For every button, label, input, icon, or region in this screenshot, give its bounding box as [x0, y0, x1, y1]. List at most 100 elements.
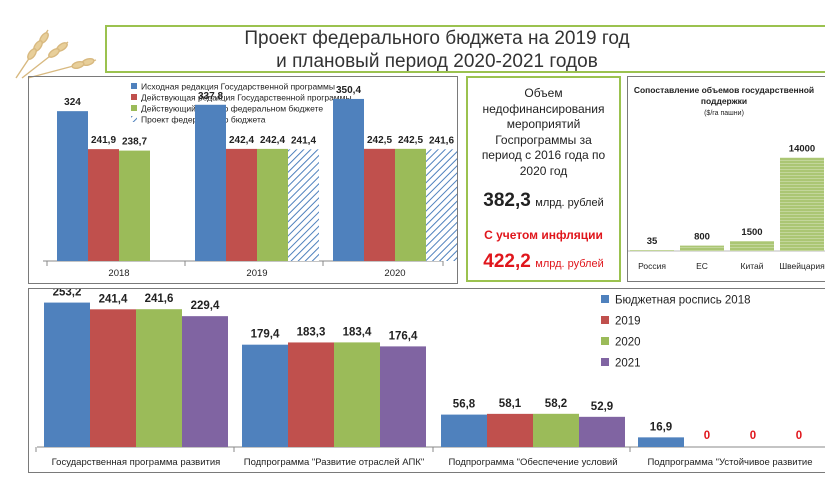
underfunding-text-line: мероприятий — [506, 117, 581, 131]
data-label: 58,2 — [545, 398, 567, 410]
data-label: 350,4 — [336, 85, 361, 96]
wheat-logo — [15, 29, 97, 79]
x-tick-label: Подпрограмма "Устойчивое развитие — [647, 457, 812, 468]
legend-swatch — [601, 337, 609, 345]
inflation-unit: млрд. рублей — [535, 258, 604, 270]
underfunding-text-line: недофинансирования — [482, 101, 605, 116]
legend-swatch — [131, 105, 137, 111]
x-tick-label: ЕС — [696, 261, 708, 271]
data-label: 16,9 — [650, 421, 672, 433]
subprogram-chart: 253,2 241,4 241,6 229,4 Государственная прог… — [35, 287, 825, 468]
data-label: 800 — [694, 232, 710, 243]
bar — [579, 416, 625, 447]
data-label: 324 — [64, 97, 81, 108]
bar — [195, 104, 226, 261]
underfunding-text-line: Госпрограммы за — [495, 132, 592, 147]
chart-title-line2: поддержки — [701, 96, 747, 106]
title-box: Проект федерального бюджета на 2019 год … — [105, 25, 825, 73]
x-tick-label: 2020 — [384, 268, 405, 279]
data-label: 337,8 — [198, 91, 223, 102]
bar — [441, 414, 487, 447]
data-label: 253,2 — [53, 289, 82, 299]
bar — [257, 148, 288, 261]
underfunding-unit: млрд. рублей — [535, 197, 604, 209]
bar — [533, 413, 579, 447]
bar — [57, 111, 88, 262]
x-tick-label: 2019 — [246, 268, 267, 279]
legend-label: 2019 — [615, 316, 641, 328]
data-label: 241,6 — [145, 293, 174, 305]
x-tick-label: Китай — [741, 261, 764, 271]
legend-label: 2021 — [615, 358, 641, 370]
bar — [333, 98, 364, 261]
underfunding-value: 382,3 — [483, 190, 531, 211]
x-tick-label: Государственная программа развития — [52, 457, 221, 468]
bar — [630, 250, 674, 251]
bar — [182, 316, 228, 447]
x-tick-label: Подпрограмма "Обеспечение условий — [448, 457, 617, 468]
data-label: 241,6 — [429, 135, 454, 146]
data-label: 242,5 — [398, 135, 423, 146]
chart-subtitle: ($/га пашни) — [704, 110, 744, 117]
x-tick-label: Швейцария — [779, 261, 825, 271]
underfunding-text-line: Объем — [524, 86, 563, 100]
data-label: 56,8 — [453, 399, 476, 411]
data-label: 176,4 — [389, 330, 418, 342]
bar — [334, 342, 380, 447]
bar — [119, 150, 150, 261]
data-label: 14000 — [789, 144, 815, 155]
bar — [288, 342, 334, 447]
program-chart: Исходная редакция Государственной програ… — [43, 82, 457, 279]
page-title-line1: Проект федерального бюджета на 2019 год — [244, 28, 630, 49]
bar — [487, 413, 533, 447]
bar — [638, 437, 684, 447]
bar — [680, 245, 724, 251]
data-label: 52,9 — [591, 401, 613, 413]
bar — [136, 309, 182, 447]
legend-swatch — [601, 295, 609, 303]
subprogram-chart-panel: 253,2 241,4 241,6 229,4 Государственная прог… — [28, 287, 825, 473]
underfunding-text-line: 2020 год — [519, 163, 568, 178]
bar — [730, 241, 774, 251]
bar — [90, 309, 136, 447]
bar — [395, 148, 426, 261]
data-label: 229,4 — [191, 300, 220, 312]
legend-label: Бюджетная роспись 2018 — [615, 295, 750, 307]
inflation-amount: 422,2 млрд. рублей — [468, 251, 619, 273]
page-title-line2: и плановый период 2020-2021 годов — [276, 51, 598, 72]
data-label: 241,4 — [99, 293, 128, 305]
bar — [88, 149, 119, 261]
x-tick-label: 2018 — [108, 268, 129, 279]
legend-swatch — [131, 83, 137, 89]
bar — [242, 344, 288, 447]
data-label: 183,4 — [343, 326, 372, 338]
data-label: 241,9 — [91, 135, 116, 146]
data-label: 242,4 — [260, 135, 285, 146]
legend-swatch — [601, 316, 609, 324]
data-label: 242,5 — [367, 135, 392, 146]
data-label: 241,4 — [291, 135, 316, 146]
bar — [380, 346, 426, 447]
underfunding-amount: 382,3 млрд. рублей — [468, 190, 619, 212]
inflation-value: 422,2 — [483, 251, 531, 272]
legend-swatch — [131, 94, 137, 100]
legend-label: Исходная редакция Государственной програ… — [141, 82, 335, 92]
underfunding-info-box: Объем недофинансирования мероприятий Госпро… — [466, 76, 621, 282]
bar — [364, 148, 395, 261]
legend-label: Действующий Закон о федеральном бюджете — [141, 104, 323, 114]
data-label: 0 — [796, 430, 802, 442]
support-comparison-panel: Сопоставление объемов государственной под… — [627, 76, 825, 282]
bar — [780, 157, 824, 251]
program-chart-panel: Исходная редакция Государственной програ… — [28, 76, 458, 284]
data-label: 0 — [750, 430, 756, 442]
legend-label: Действующая редакция Государственной про… — [141, 93, 352, 103]
bar — [288, 149, 319, 261]
data-label: 0 — [704, 430, 710, 442]
underfunding-text-line: период с 2016 года по — [481, 148, 606, 162]
data-label: 1500 — [741, 227, 762, 238]
x-tick-label: Россия — [638, 261, 666, 271]
data-label: 238,7 — [122, 137, 147, 148]
legend-swatch — [131, 116, 137, 122]
chart-title-line1: Сопоставление объемов государственной — [634, 85, 814, 95]
data-label: 242,4 — [229, 135, 254, 146]
